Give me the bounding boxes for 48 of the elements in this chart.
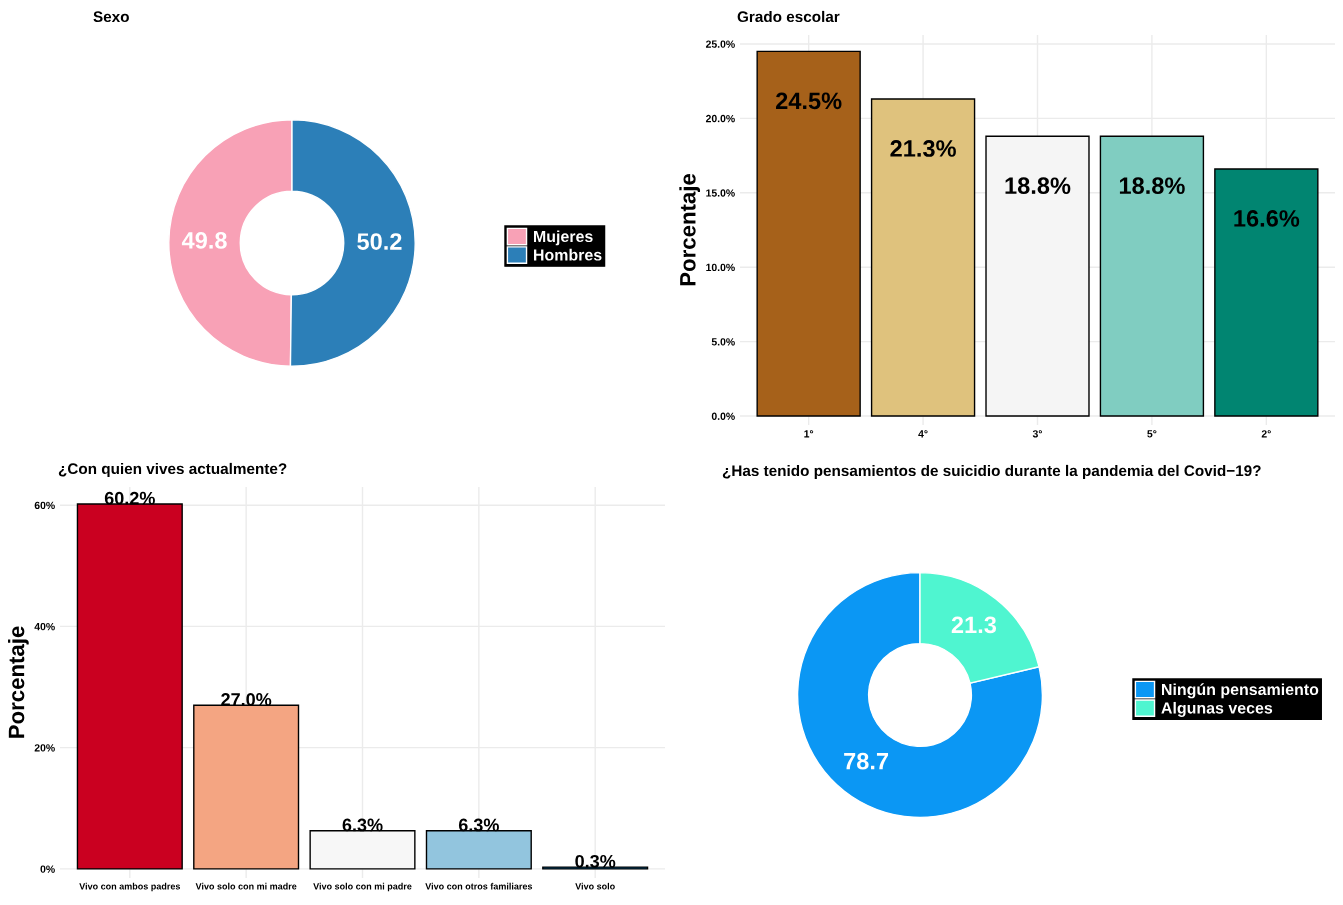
y-tick-label: 10.0% <box>706 263 735 272</box>
chart-title: Grado escolar <box>737 10 840 23</box>
chart-title: Sexo <box>93 11 129 23</box>
y-tick-label: 15.0% <box>706 189 735 197</box>
bar <box>76 503 183 870</box>
y-tick-label: 60% <box>34 501 55 510</box>
bar <box>425 830 532 870</box>
y-tick-label: 20.0% <box>705 114 735 123</box>
bar <box>870 98 976 417</box>
bar <box>1214 168 1319 417</box>
legend-label: Ningún pensamiento <box>1162 683 1319 699</box>
y-tick-label: 0.0% <box>711 412 735 420</box>
x-tick-label: Vivo con ambos padres <box>79 882 181 892</box>
x-tick-label: 3° <box>1032 430 1043 438</box>
y-axis-title: Porcentaje <box>8 626 29 738</box>
data-label: 60.2% <box>104 491 155 505</box>
data-label: 18.8% <box>1119 177 1185 195</box>
legend-label: Algunas veces <box>1161 701 1273 717</box>
data-label: 78.7 <box>844 752 889 770</box>
x-tick-label: 1° <box>804 430 814 438</box>
y-tick-label: 25.0% <box>705 40 735 48</box>
bar <box>193 704 300 870</box>
bar <box>1099 135 1205 417</box>
legend-label: Mujeres <box>534 230 593 246</box>
data-label: 18.8% <box>1005 177 1071 195</box>
data-label: 24.5% <box>776 92 842 110</box>
y-axis-title: Porcentaje <box>679 173 701 286</box>
x-tick-label: Vivo solo con mi padre <box>313 882 412 892</box>
y-tick-label: 0% <box>40 865 55 873</box>
data-label: 16.6% <box>1234 210 1300 227</box>
y-tick-label: 40% <box>34 622 55 631</box>
legend-label: Hombres <box>534 248 602 261</box>
x-tick-label: Vivo solo con mi madre <box>195 882 297 890</box>
x-tick-label: 5° <box>1147 430 1157 438</box>
chart-title: ¿Has tenido pensamientos de suicidio durante la pandemia del Covid−19? <box>722 464 1261 480</box>
x-tick-label: Vivo solo <box>575 882 615 890</box>
chart-title: ¿Con quien vives actualmente? <box>58 462 287 478</box>
data-label: 49.8 <box>181 232 227 249</box>
data-label: 21.3 <box>951 616 997 634</box>
y-tick-label: 20% <box>34 744 55 752</box>
data-label: 0.3% <box>575 854 616 868</box>
data-label: 50.2 <box>357 233 402 250</box>
x-tick-label: 4° <box>918 430 928 438</box>
bar <box>756 50 861 417</box>
y-tick-label: 5.0% <box>711 338 735 346</box>
x-tick-label: Vivo con otros familiares <box>425 882 533 890</box>
data-label: 21.3% <box>890 140 956 157</box>
x-tick-label: 2° <box>1261 430 1271 438</box>
